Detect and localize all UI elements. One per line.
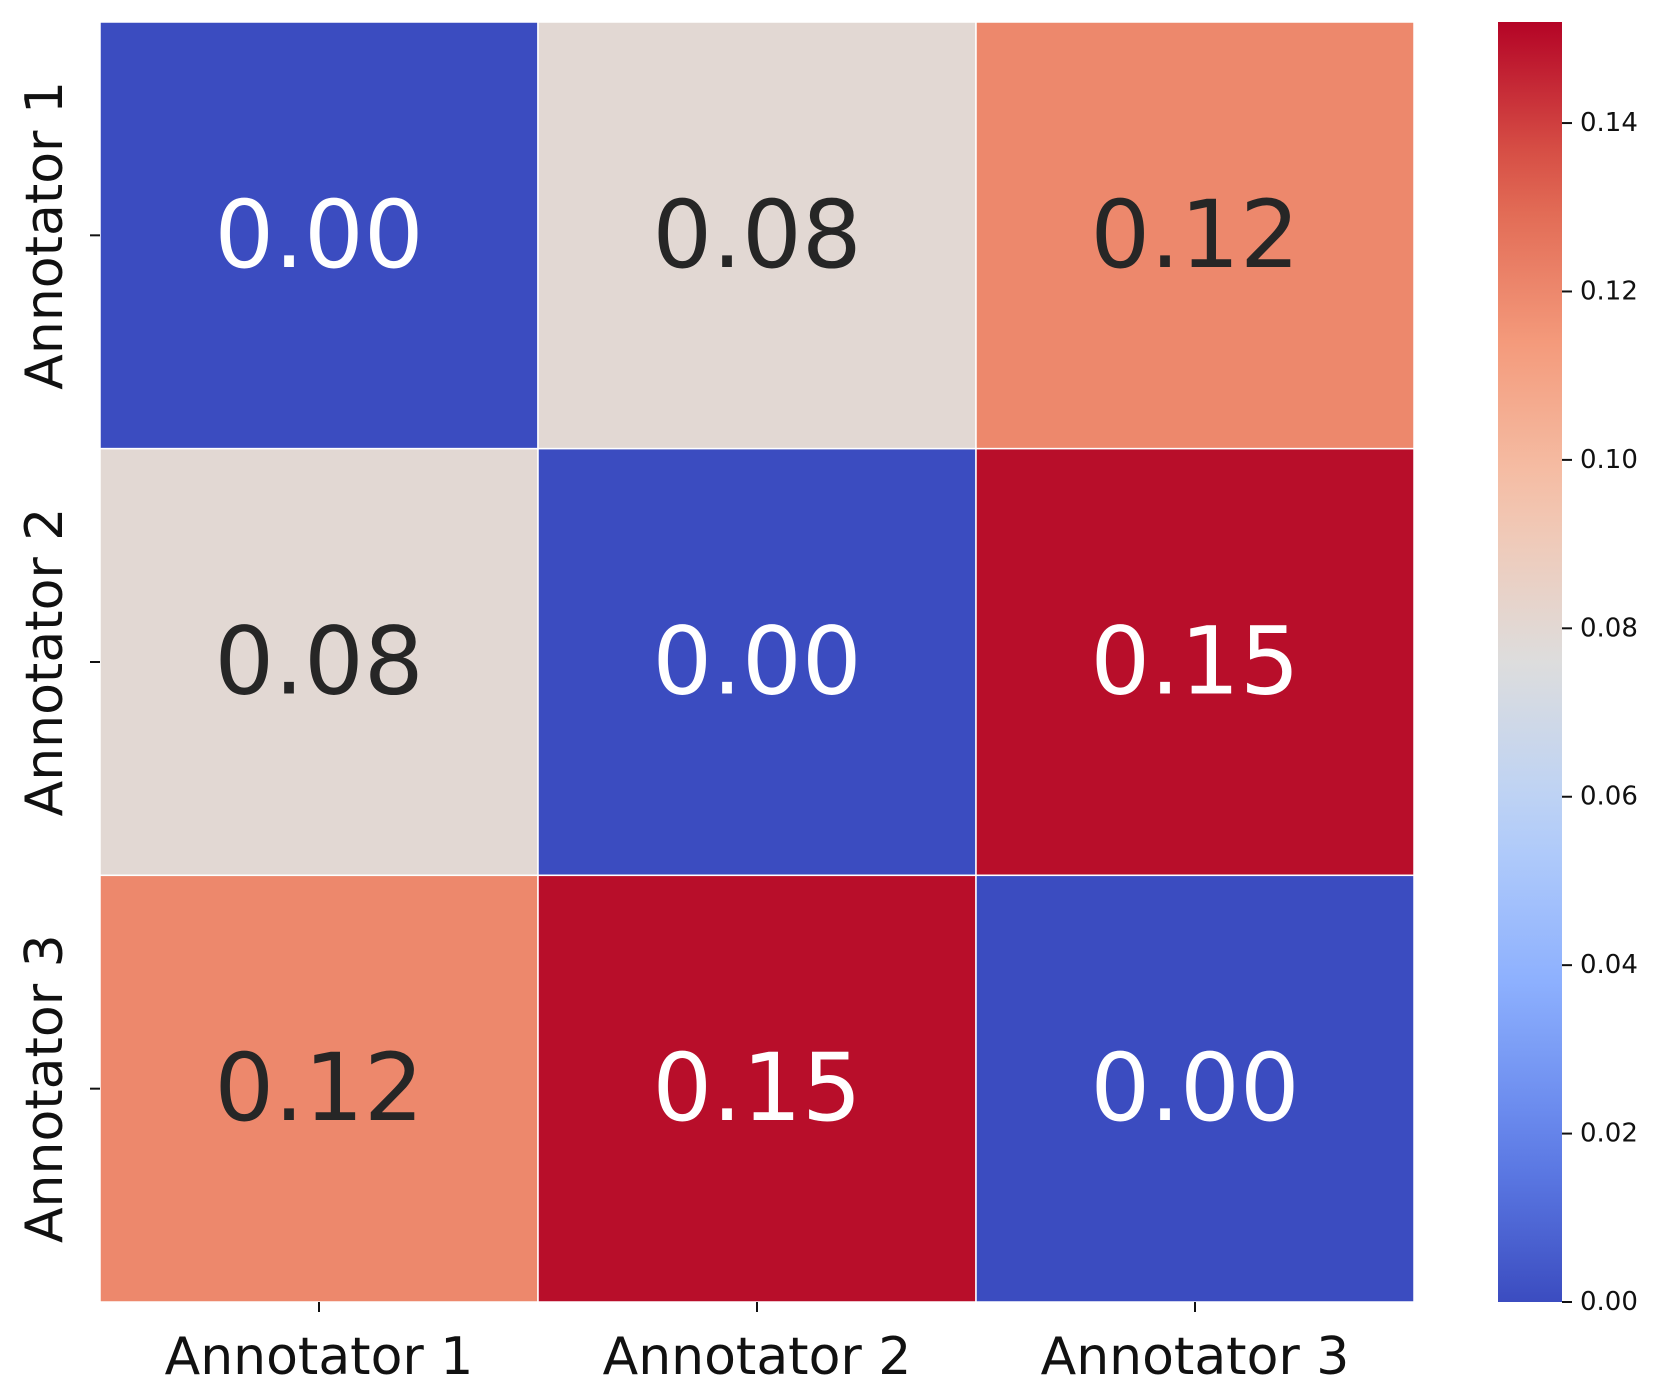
colorbar-tick-label-4: 0.06 [1580,782,1638,812]
y-tick-label-2: Annotator 2 [15,508,75,817]
colorbar-tick-label-2: 0.02 [1580,1119,1638,1149]
colorbar-tick-label-1: 0.00 [1580,1287,1638,1317]
heatmap-cells [99,21,1415,1303]
colorbar-tick-label-8: 0.14 [1580,108,1638,138]
heatmap-cell-r1-c3 [975,21,1415,450]
colorbar-tick-label-5: 0.08 [1580,613,1638,643]
x-tick-label-1: Annotator 1 [165,1327,474,1387]
heatmap-cell-r2-c3 [975,447,1415,877]
heatmap-cell-r1-c1 [99,21,539,450]
cell-value-label-r2-c2: 0.00 [652,608,861,717]
cell-value-label-r3-c1: 0.12 [214,1034,423,1143]
cell-value-label-r1-c3: 0.12 [1090,181,1299,290]
cell-value-labels: 0.00 0.08 0.12 0.08 0.00 0.15 0.12 0.15 0.00 [214,181,1299,1143]
x-tick-label-2: Annotator 2 [603,1327,912,1387]
colorbar: 0.00 0.02 0.04 0.06 0.08 0.10 0.12 0.14 [1498,22,1638,1317]
heatmap-cell-r3-c1 [99,874,539,1303]
y-axis: Annotator 1 Annotator 2 Annotator 3 [15,81,100,1243]
cell-value-label-r3-c3: 0.00 [1090,1034,1299,1143]
colorbar-gradient [1498,22,1562,1302]
y-tick-label-1: Annotator 1 [15,81,75,390]
x-axis: Annotator 1 Annotator 2 Annotator 3 [165,1302,1350,1387]
heatmap-cell-r2-c1 [99,447,539,877]
heatmap-cell-r3-c2 [537,874,977,1303]
cell-value-label-r2-c3: 0.15 [1090,608,1299,717]
cell-value-label-r1-c2: 0.08 [652,181,861,290]
y-tick-label-3: Annotator 3 [15,934,75,1243]
x-tick-label-3: Annotator 3 [1041,1327,1350,1387]
colorbar-tick-label-6: 0.10 [1580,445,1638,475]
colorbar-tick-label-7: 0.12 [1580,276,1638,306]
cell-value-label-r1-c1: 0.00 [214,181,423,290]
heatmap-cell-r2-c2 [537,447,977,877]
colorbar-tick-label-3: 0.04 [1580,950,1638,980]
heatmap-cell-r1-c2 [537,21,977,450]
cell-value-label-r2-c1: 0.08 [214,608,423,717]
cell-value-label-r3-c2: 0.15 [652,1034,861,1143]
